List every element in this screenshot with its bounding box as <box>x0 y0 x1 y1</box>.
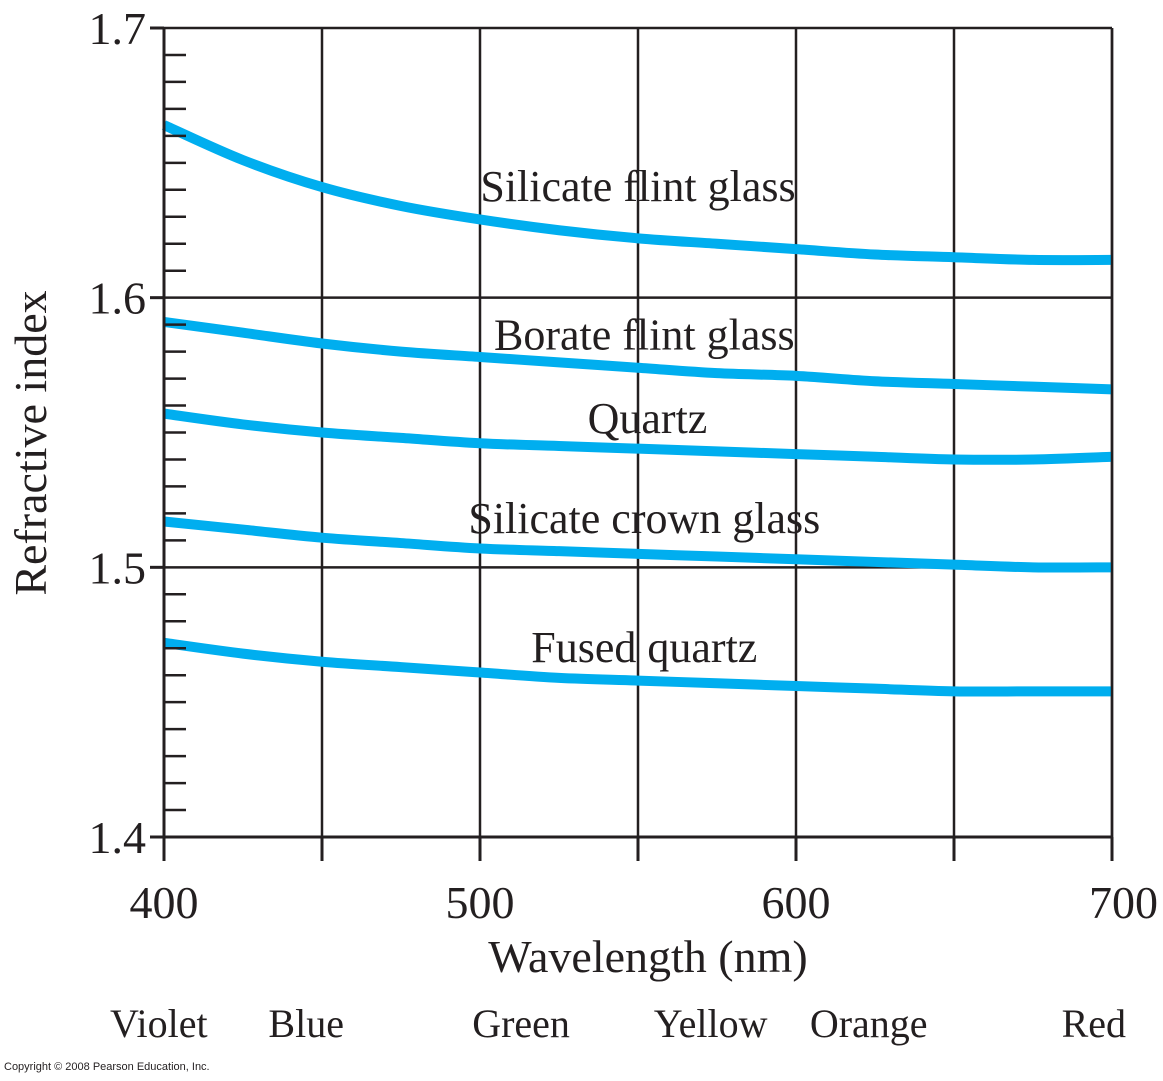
x-tick-label: 600 <box>762 877 831 928</box>
color-band-label: Red <box>1062 1001 1126 1046</box>
series-label: Silicate flint glass <box>480 162 795 211</box>
y-tick-label: 1.5 <box>89 542 147 593</box>
color-band-label: Yellow <box>654 1001 768 1046</box>
series-labels: Silicate flint glass Borate flint glass Qu… <box>468 162 820 672</box>
color-band-label: Blue <box>268 1001 344 1046</box>
axes: 1.4 1.5 1.6 1.7 400 500 600 700 Violet Blue Green Y… <box>89 3 1159 1046</box>
series-curve <box>163 637 1112 697</box>
series-curves <box>161 120 1113 697</box>
series-label: Silicate crown glass <box>468 494 820 543</box>
series-label: Fused quartz <box>531 623 757 672</box>
x-axis-title: Wavelength (nm) <box>488 931 807 982</box>
color-band-label: Violet <box>110 1001 208 1046</box>
series-label: Borate flint glass <box>494 310 795 359</box>
y-tick-label: 1.6 <box>89 273 147 324</box>
color-band-label: Green <box>472 1001 570 1046</box>
x-tick-label: 500 <box>446 877 515 928</box>
series-curve <box>161 120 1113 266</box>
series-curve <box>163 516 1113 573</box>
series-curve <box>163 316 1113 395</box>
y-tick-label: 1.7 <box>89 3 147 54</box>
y-tick-label: 1.4 <box>89 812 147 863</box>
color-band-label: Orange <box>810 1001 928 1046</box>
series-label: Quartz <box>588 394 708 443</box>
y-axis-title: Refractive index <box>5 290 56 595</box>
x-tick-label: 400 <box>130 877 199 928</box>
x-tick-label: 700 <box>1089 877 1158 928</box>
series-curve <box>163 408 1113 465</box>
copyright-notice: Copyright © 2008 Pearson Education, Inc. <box>4 1061 210 1073</box>
